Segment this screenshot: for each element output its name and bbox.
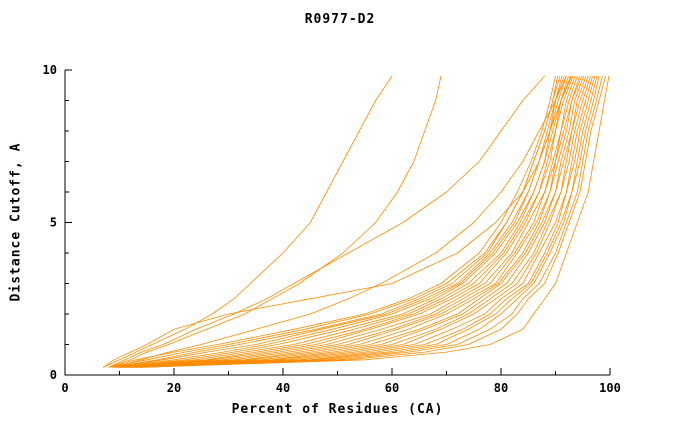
model-curve bbox=[122, 75, 576, 368]
model-curve bbox=[124, 75, 580, 368]
model-curve bbox=[113, 75, 567, 368]
y-axis-label: Distance Cutoff, A bbox=[8, 142, 24, 302]
model-curve bbox=[122, 75, 578, 368]
model-curve bbox=[130, 75, 591, 368]
model-curve bbox=[127, 75, 585, 368]
y-tick-label: 0 bbox=[50, 368, 57, 382]
x-tick-label: 80 bbox=[494, 381, 508, 395]
x-tick-label: 0 bbox=[61, 381, 68, 395]
model-curve bbox=[133, 75, 596, 368]
model-curve bbox=[116, 75, 569, 368]
model-curve bbox=[111, 75, 561, 368]
y-tick-label: 5 bbox=[50, 216, 57, 230]
model-curve bbox=[138, 76, 603, 368]
model-curve bbox=[108, 76, 559, 368]
x-tick-label: 60 bbox=[385, 381, 399, 395]
model-curve bbox=[108, 75, 545, 368]
model-curve bbox=[113, 75, 563, 368]
model-curve bbox=[102, 75, 573, 368]
model-curve bbox=[119, 75, 574, 368]
model-curve bbox=[133, 75, 593, 368]
model-curve bbox=[135, 76, 600, 368]
x-tick-label: 20 bbox=[167, 381, 181, 395]
model-curve bbox=[108, 76, 556, 368]
model-curve bbox=[119, 75, 572, 368]
model-curve bbox=[130, 75, 589, 368]
model-curve bbox=[127, 75, 587, 368]
chart-title: R0977-D2 bbox=[304, 12, 376, 27]
y-tick-label: 10 bbox=[43, 63, 57, 77]
x-tick-label: 40 bbox=[276, 381, 290, 395]
model-curve bbox=[103, 75, 393, 368]
x-axis-label: Percent of Residues (CA) bbox=[231, 402, 444, 417]
x-tick-label: 100 bbox=[599, 381, 621, 395]
model-curve bbox=[141, 75, 606, 368]
model-curve bbox=[108, 76, 442, 368]
model-curve bbox=[141, 76, 610, 368]
model-curve bbox=[135, 76, 598, 368]
model-curve bbox=[116, 75, 567, 368]
model-curve bbox=[124, 75, 583, 368]
